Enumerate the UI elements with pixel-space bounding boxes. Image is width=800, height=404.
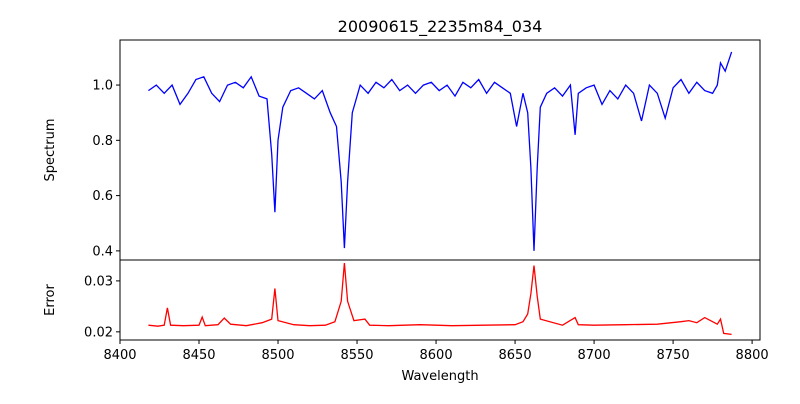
x-axis-label: Wavelength <box>401 369 478 384</box>
y-tick-label: 0.02 <box>84 325 113 340</box>
x-tick-label: 8500 <box>261 348 294 363</box>
y-axis-label-spectrum: Spectrum <box>43 119 58 182</box>
x-tick-label: 8550 <box>340 348 373 363</box>
error-frame <box>119 259 761 341</box>
y-tick-label: 0.4 <box>92 244 113 259</box>
chart-title: 20090615_2235m84_034 <box>338 17 543 37</box>
y-tick-label: 0.8 <box>92 134 113 149</box>
y-tick-label: 1.0 <box>92 79 113 94</box>
y-axis-label-error: Error <box>43 284 58 316</box>
x-tick-label: 8700 <box>578 348 611 363</box>
x-tick-label: 8450 <box>182 348 215 363</box>
y-tick-label: 0.6 <box>92 189 113 204</box>
x-tick-label: 8650 <box>499 348 532 363</box>
spectrum-frame <box>119 39 761 261</box>
spectrum-line <box>148 51 733 251</box>
error-line <box>148 263 732 336</box>
x-tick-label: 8750 <box>657 348 690 363</box>
spectrum-axes: 0.4 0.6 0.8 1.0 <box>92 39 761 261</box>
x-tick-label: 8800 <box>736 348 769 363</box>
x-tick-label: 8600 <box>420 348 453 363</box>
error-axes: 0.02 0.03 8400 8450 8500 8550 8600 8650 8700 8750… <box>84 259 769 363</box>
y-tick-label: 0.03 <box>84 274 113 289</box>
x-tick-label: 8400 <box>103 348 136 363</box>
